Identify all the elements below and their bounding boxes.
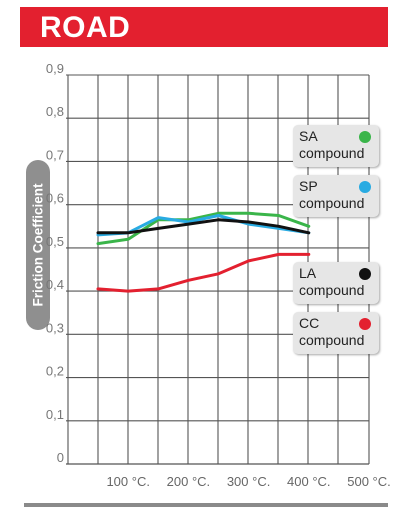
y-tick-label: 0,5 [46, 234, 64, 249]
y-axis-label-pill: Friction Coefficient [26, 160, 50, 330]
x-tick-label: 500 °C. [347, 474, 391, 489]
x-tick-label: 300 °C. [227, 474, 271, 489]
series-line-cc [96, 252, 311, 293]
legend-label: SP compound [299, 178, 365, 211]
y-tick-label: 0,4 [46, 277, 64, 292]
legend-label: LA compound [299, 265, 365, 298]
y-tick-label: 0,9 [46, 61, 64, 76]
legend-item-sa: SA compound [293, 125, 379, 167]
series-line-sa [96, 211, 311, 246]
y-tick-label: 0,2 [46, 364, 64, 379]
chart-title: ROAD [40, 11, 131, 44]
x-tick-labels: 100 °C. 200 °C. 300 °C. 400 °C. 500 °C. [106, 474, 390, 489]
x-tick-label: 100 °C. [106, 474, 150, 489]
x-tick-label: 400 °C. [287, 474, 331, 489]
y-tick-label: 0,1 [46, 407, 64, 422]
legend-item-cc: CC compound [293, 312, 379, 354]
x-tick-label: 200 °C. [167, 474, 211, 489]
legend-color-dot-icon [359, 131, 371, 143]
y-tick-labels: 0 0,1 0,2 0,3 0,4 0,5 0,6 0,7 0,8 0,9 [46, 61, 64, 465]
y-tick-label: 0 [57, 450, 64, 465]
title-banner: ROAD [20, 7, 388, 47]
legend-color-dot-icon [359, 268, 371, 280]
legend-label: CC compound [299, 315, 365, 348]
series-line-sp [96, 214, 311, 237]
y-tick-label: 0,3 [46, 320, 64, 335]
y-tick-label: 0,6 [46, 191, 64, 206]
series-lines [96, 211, 311, 293]
legend-color-dot-icon [359, 181, 371, 193]
legend-color-dot-icon [359, 318, 371, 330]
legend-item-la: LA compound [293, 262, 379, 304]
y-tick-label: 0,7 [46, 147, 64, 162]
bottom-divider [24, 503, 388, 507]
y-tick-label: 0,8 [46, 104, 64, 119]
legend-item-sp: SP compound [293, 175, 379, 217]
series-line-la [96, 218, 311, 235]
legend-label: SA compound [299, 128, 365, 161]
